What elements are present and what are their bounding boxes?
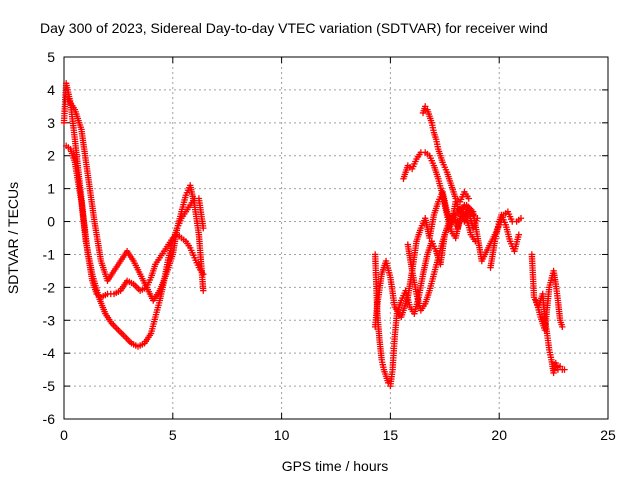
y-tick-label: 3 (47, 115, 55, 131)
grid-layer (64, 57, 608, 419)
y-tick-label: 5 (47, 49, 55, 65)
plot-frame (63, 56, 609, 420)
y-tick-label: -2 (43, 279, 56, 295)
series-segment-k (532, 267, 566, 334)
series-segment-g (419, 103, 472, 205)
y-tick-label: 1 (47, 181, 55, 197)
x-tick-label: 20 (491, 427, 507, 443)
y-tick-label: 0 (47, 214, 55, 230)
chart-title: Day 300 of 2023, Sidereal Day-to-day VTE… (40, 20, 548, 36)
y-tick-label: -5 (43, 378, 56, 394)
data-point (515, 231, 522, 238)
x-axis-label: GPS time / hours (282, 458, 389, 474)
data-points (60, 80, 568, 390)
x-tick-label: 0 (60, 427, 68, 443)
y-tick-label: 2 (47, 148, 55, 164)
series-segment-i (487, 211, 522, 271)
y-tick-label: -1 (43, 246, 56, 262)
x-tick-label: 15 (383, 427, 399, 443)
y-tick-label: 4 (47, 82, 55, 98)
series-segment-f (400, 149, 481, 242)
data-point (200, 224, 207, 232)
series-segment-c (65, 96, 207, 304)
data-point (200, 287, 207, 294)
y-axis-label: SDTVAR / TECUs (5, 182, 21, 294)
data-point (556, 363, 564, 370)
x-tick-label: 5 (169, 427, 177, 443)
tick-layer: 0 5 10 15 20 25 -6 -5 -4 -3 -2 -1 0 1 2 3 4 5 (43, 49, 616, 443)
x-tick-label: 10 (274, 427, 290, 443)
data-point (422, 103, 429, 110)
data-point (561, 366, 568, 373)
y-tick-label: -3 (43, 312, 56, 328)
y-tick-label: -4 (43, 345, 56, 361)
data-point (517, 215, 525, 222)
data-point (559, 323, 566, 331)
x-tick-label: 25 (600, 427, 616, 443)
data-point (465, 195, 472, 202)
y-tick-label: -6 (43, 411, 56, 427)
data-point (200, 271, 207, 278)
